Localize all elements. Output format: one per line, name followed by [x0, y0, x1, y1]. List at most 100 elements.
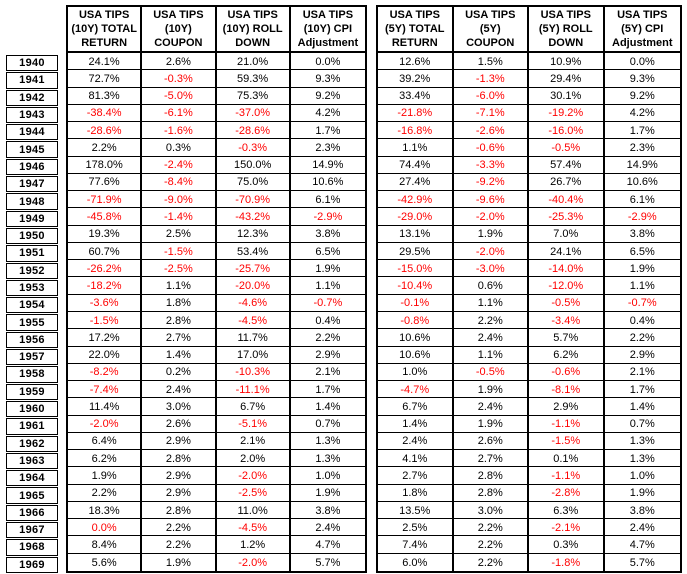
value-cell: -5.1% [216, 415, 291, 433]
value-cell: 2.2% [453, 536, 529, 554]
value-cell: -0.8% [378, 311, 454, 330]
value-cell: 2.8% [142, 501, 217, 520]
value-cell: -12.0% [529, 277, 605, 295]
value-cell: -7.1% [453, 104, 529, 123]
value-cell: 6.1% [604, 191, 680, 209]
value-cell: 6.4% [68, 432, 143, 451]
column-header: USA TIPS (10Y) TOTAL RETURN [68, 7, 143, 53]
column-header: USA TIPS (5Y) COUPON [453, 7, 529, 53]
value-cell: 6.5% [290, 243, 365, 261]
value-cell: 1.3% [604, 433, 680, 451]
value-cell: -0.1% [378, 294, 454, 312]
value-cell: -2.0% [216, 467, 291, 485]
value-cell: 39.2% [378, 70, 454, 88]
year-cell: 1964 [6, 470, 58, 487]
value-cell: -0.6% [453, 139, 529, 157]
value-cell: 12.6% [378, 53, 454, 71]
value-cell: -4.5% [216, 519, 291, 537]
year-cell: 1954 [6, 297, 58, 314]
value-cell: 2.7% [142, 329, 217, 347]
value-cell: 5.7% [315, 556, 341, 569]
value-cell: 2.4% [290, 519, 365, 537]
value-cell: 1.9% [290, 485, 365, 502]
value-cell: -2.4% [142, 156, 217, 174]
value-cell: 10.6% [290, 174, 365, 192]
value-cell: 3.0% [453, 501, 529, 520]
value-cell: -19.2% [529, 104, 605, 123]
value-cell: -0.5% [529, 139, 605, 157]
value-cell: 2.4% [453, 398, 529, 416]
value-cell: 2.9% [604, 347, 680, 364]
value-cell: 77.6% [68, 173, 143, 192]
value-cell: -25.3% [529, 208, 605, 226]
value-cell: -26.2% [68, 260, 143, 278]
value-cell: 2.2% [142, 536, 217, 554]
value-cell: 1.8% [378, 484, 454, 502]
value-cell: -5.0% [142, 87, 217, 105]
value-cell: 4.7% [290, 536, 365, 554]
value-cell: -6.1% [142, 104, 217, 123]
value-cell: 60.7% [68, 242, 143, 261]
value-cell: -37.0% [216, 104, 291, 123]
year-cell: 1944 [6, 124, 58, 141]
value-cell: -2.5% [216, 484, 291, 502]
tips-10y-table: USA TIPS (10Y) TOTAL RETURN USA TIPS (10Y… [66, 5, 367, 573]
value-cell: 1.4% [378, 415, 454, 433]
value-cell: 3.8% [604, 226, 680, 243]
value-cell: -0.7% [290, 295, 365, 312]
value-cell: -1.3% [453, 70, 529, 88]
value-cell: 1.4% [142, 346, 217, 364]
value-cell: -28.6% [68, 122, 143, 140]
value-cell: 24.1% [68, 53, 143, 71]
year-cell: 1968 [6, 539, 58, 556]
value-cell: 2.3% [604, 139, 680, 157]
value-cell: -2.8% [529, 484, 605, 502]
value-cell: 2.3% [290, 139, 365, 157]
value-cell: 21.0% [216, 53, 291, 71]
value-cell: -40.4% [529, 191, 605, 209]
year-cell: 1940 [6, 55, 58, 72]
value-cell: -20.0% [216, 277, 291, 295]
value-cell: -0.5% [529, 294, 605, 312]
column-header: USA TIPS (5Y) ROLL DOWN [529, 7, 605, 53]
value-cell: -3.0% [453, 260, 529, 278]
value-cell: -1.8% [529, 553, 605, 571]
value-cell: 2.5% [378, 519, 454, 537]
value-cell: 2.2% [604, 329, 680, 347]
year-cell: 1959 [6, 383, 58, 400]
value-cell: 0.0% [290, 53, 365, 71]
value-cell: 2.8% [142, 450, 217, 468]
value-cell: 2.2% [454, 553, 529, 571]
value-cell: 14.9% [604, 157, 680, 174]
value-cell: 3.0% [142, 398, 217, 416]
value-cell: 1.1% [453, 346, 529, 364]
column-header: USA TIPS (5Y) CPI Adjustment [604, 7, 680, 53]
value-cell: 2.9% [142, 467, 217, 485]
value-cell: 1.1% [453, 294, 529, 312]
value-cell: -21.8% [378, 104, 454, 123]
value-cell: -42.9% [378, 191, 454, 209]
value-cell: 17.2% [68, 329, 143, 347]
tips-5y-table: USA TIPS (5Y) TOTAL RETURN USA TIPS (5Y) … [376, 5, 682, 573]
value-cell: 2.8% [453, 484, 529, 502]
value-cell: 7.0% [529, 225, 605, 243]
value-cell: 0.7% [290, 416, 365, 433]
year-cell: 1962 [6, 435, 58, 452]
value-cell: 4.1% [378, 450, 454, 468]
value-cell: 57.4% [529, 156, 605, 174]
value-cell: 1.7% [290, 381, 365, 399]
value-cell: -10.4% [378, 277, 454, 295]
year-cell: 1945 [6, 141, 58, 158]
value-cell: 1.3% [290, 450, 365, 468]
year-cell: 1951 [6, 245, 58, 262]
column-header: USA TIPS (10Y) CPI Adjustment [290, 7, 365, 53]
value-cell: 5.7% [529, 329, 605, 347]
value-cell: 10.9% [529, 53, 605, 71]
value-cell: 8.4% [68, 536, 143, 554]
value-cell: 22.0% [68, 346, 143, 364]
value-cell: 2.0% [216, 450, 291, 468]
value-cell: 0.6% [453, 277, 529, 295]
value-cell: -4.5% [216, 311, 291, 330]
value-cell: -0.3% [216, 139, 291, 157]
